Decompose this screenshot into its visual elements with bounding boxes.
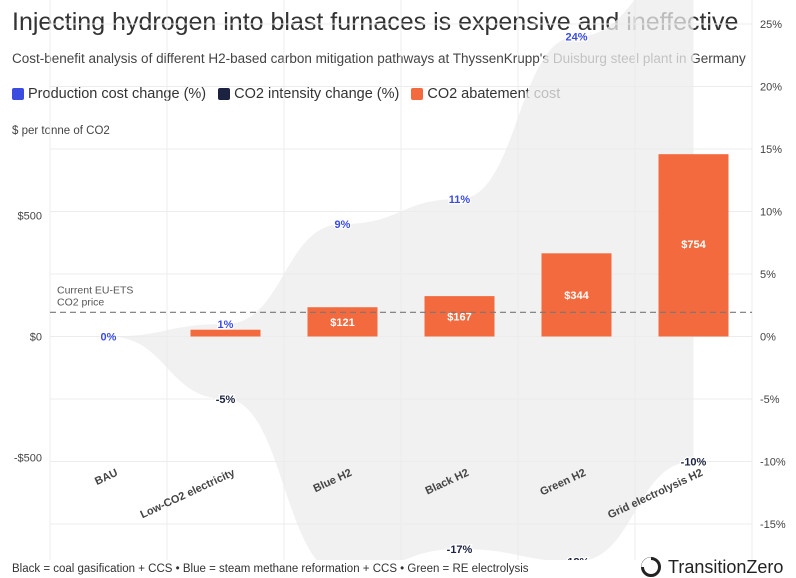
legend-swatch-production-cost [12,88,24,100]
right-axis-tick-label: -5% [760,394,780,406]
footnote: Black = coal gasification + CCS • Blue =… [12,563,529,575]
x-axis-category-label: Low-CO2 electricity [139,466,238,521]
right-axis-tick-label: 5% [760,269,776,281]
production-cost-label: 9% [335,219,351,231]
co2-intensity-label: -17% [447,544,473,556]
right-axis-tick-label: 15% [760,144,782,156]
abatement-cost-bar [658,154,729,337]
right-axis-tick-label: 0% [760,332,776,344]
chart-plot: Current EU-ETS CO2 price -$500$0$500-20%… [14,0,786,561]
production-cost-label: 0% [101,332,117,344]
co2-intensity-label: -5% [216,394,236,406]
x-axis-category-label: BAU [93,467,120,488]
abatement-cost-data-label: $167 [447,311,471,323]
right-axis-tick-label: -10% [760,457,786,469]
legend-swatch-abatement-cost [411,88,424,100]
abatement-cost-data-label: $121 [330,317,354,329]
right-axis-tick-label: -15% [760,519,786,531]
legend-label-production-cost: Production cost change (%) [28,86,207,102]
legend-item-production-cost[interactable]: Production cost change (%) [12,86,206,102]
brand-logo: TransitionZero [640,556,783,578]
abatement-cost-data-label: $344 [564,290,589,302]
co2-intensity-label: -18% [564,557,590,561]
right-axis-tick-label: 20% [760,82,782,94]
co2-intensity-label: -10% [681,457,707,469]
left-axis-tick-label: -$500 [14,452,42,464]
right-axis-tick-label: 10% [760,207,782,219]
production-cost-label: 1% [218,319,234,331]
production-cost-label: 11% [449,194,471,206]
abatement-cost-bar [190,329,261,337]
production-cost-label: 24% [565,32,587,44]
co2-intensity-band [108,0,694,560]
eu-ets-label-line1: Current EU-ETS [57,284,133,296]
left-axis-tick-label: $0 [30,332,42,344]
legend-label-co2-intensity: CO2 intensity change (%) [234,86,400,102]
legend-swatch-co2-intensity [218,88,231,100]
abatement-cost-bar [424,296,495,337]
left-axis-tick-label: $500 [18,211,42,223]
legend-item-co2-intensity[interactable]: CO2 intensity change (%) [218,86,399,102]
eu-ets-label-line2: CO2 price [57,296,104,308]
bars [190,154,729,337]
left-axis-unit-label: $ per tonne of CO2 [12,125,110,137]
data-labels: $121$167$344$7540%1%9%11%24%30%-5%-19%-1… [99,30,708,561]
abatement-cost-data-label: $754 [681,239,706,251]
legend: Production cost change (%) CO2 intensity… [12,86,560,102]
right-axis-tick-label: 25% [760,19,782,31]
abatement-cost-bar [541,253,612,337]
brand-name: TransitionZero [668,556,784,577]
